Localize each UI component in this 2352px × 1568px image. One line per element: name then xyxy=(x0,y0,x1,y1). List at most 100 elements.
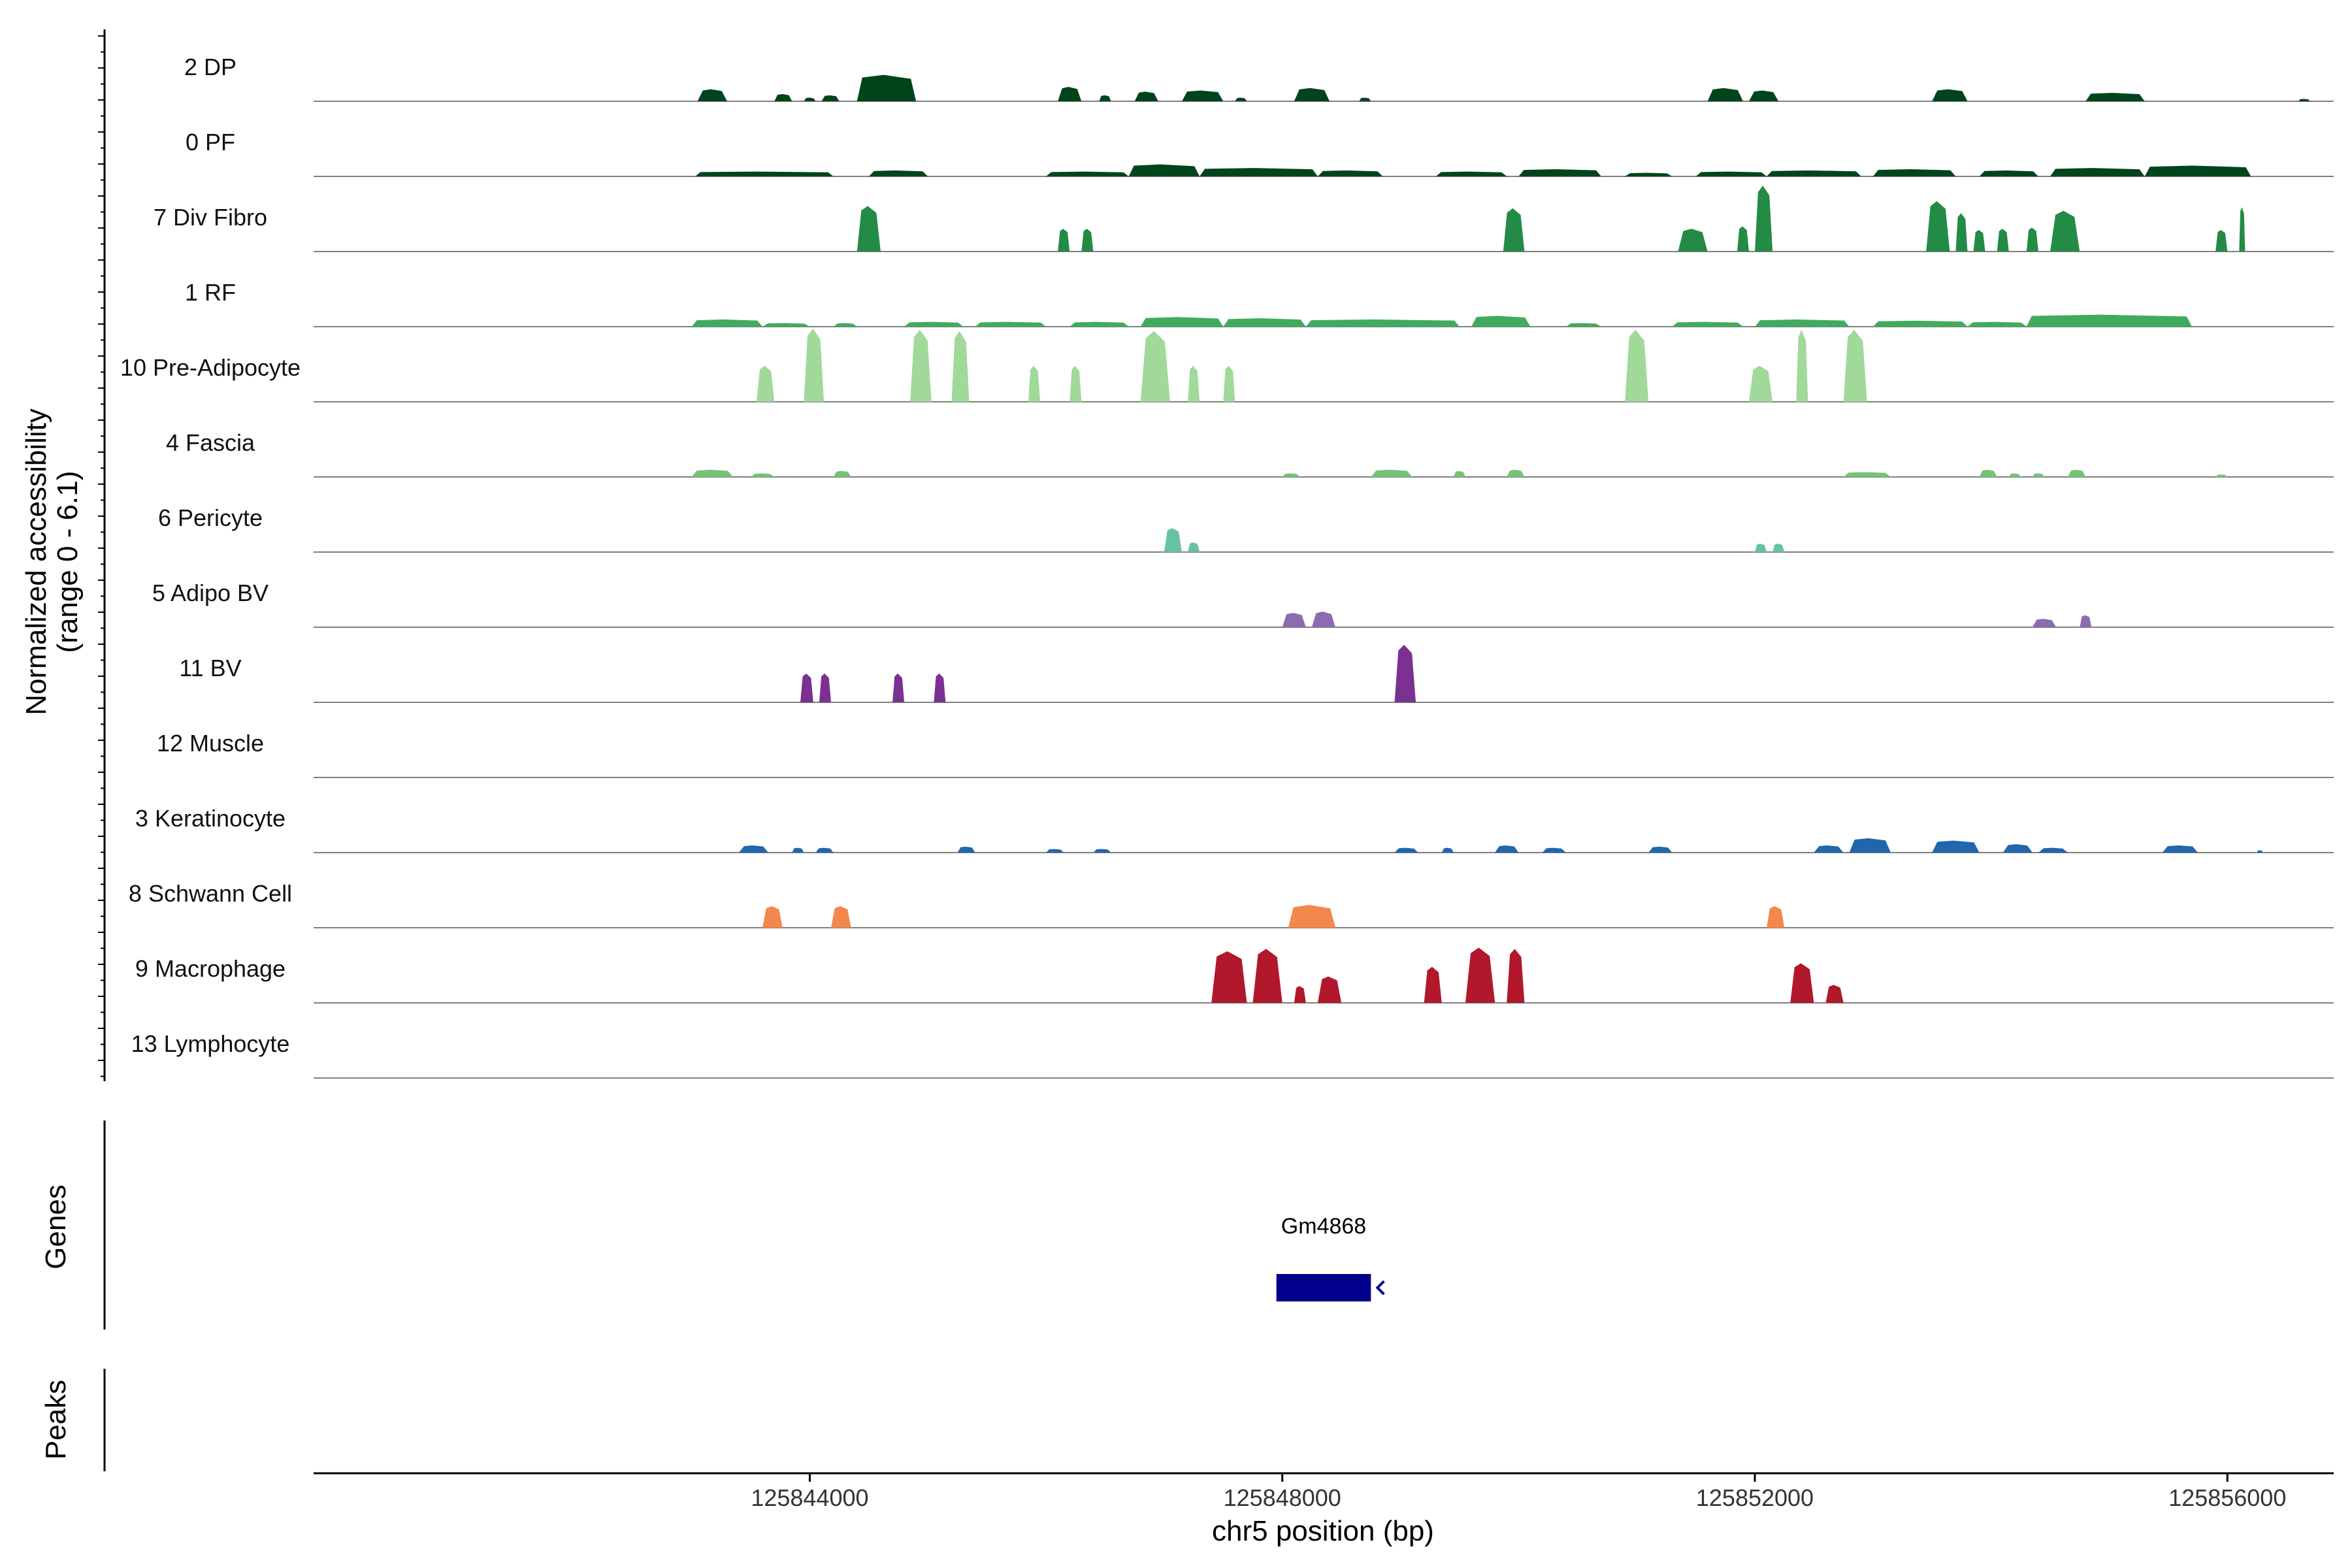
track-3: 1 RF xyxy=(185,279,2334,327)
coverage-peak xyxy=(2050,210,2080,252)
coverage-peak xyxy=(1164,528,1183,552)
coverage-peak xyxy=(1081,229,1094,252)
coverage-peak xyxy=(1282,612,1306,627)
coverage-peak xyxy=(1926,201,1950,252)
coverage-peak xyxy=(1825,985,1844,1003)
coverage-peak xyxy=(1046,171,1129,176)
coverage-peak xyxy=(2038,847,2068,853)
coverage-peak xyxy=(1495,845,1519,853)
coverage-peak xyxy=(697,89,727,101)
coverage-peak xyxy=(910,329,932,402)
coverage-peak xyxy=(819,673,831,702)
coverage-peak xyxy=(1542,847,1566,853)
coverage-peak xyxy=(757,365,775,402)
track-label: 10 Pre-Adipocyte xyxy=(120,354,301,381)
coverage-peak xyxy=(2080,615,2092,627)
coverage-peak xyxy=(691,469,733,477)
coverage-peak xyxy=(904,321,964,327)
gene-body xyxy=(1276,1274,1371,1301)
track-7: 5 Adipo BV xyxy=(152,580,2334,628)
y-axis-title-line2: (range 0 - 6.1) xyxy=(52,471,84,653)
coverage-peak xyxy=(1058,229,1070,252)
coverage-peak xyxy=(1507,469,1525,477)
y-axis xyxy=(98,29,106,1081)
coverage-peak xyxy=(1507,949,1525,1003)
coverage-peak xyxy=(2257,850,2263,853)
coverage-peak xyxy=(1453,470,1465,477)
coverage-peak xyxy=(804,97,816,101)
track-12: 9 Macrophage xyxy=(135,947,2334,1004)
track-label: 8 Schwann Cell xyxy=(129,880,292,907)
coverage-peak xyxy=(821,95,840,101)
coverage-peak xyxy=(1058,86,1082,101)
track-label: 11 BV xyxy=(179,655,241,681)
coverage-peak xyxy=(857,74,917,101)
coverage-peak xyxy=(1182,90,1224,101)
coverage-peak xyxy=(1046,849,1064,853)
coverage-peak xyxy=(892,673,905,702)
coverage-peak xyxy=(804,329,825,402)
coverage-peak xyxy=(1707,88,1743,101)
coverage-peak xyxy=(1737,226,1749,252)
coverage-peak xyxy=(2032,473,2044,477)
track-label: 1 RF xyxy=(185,279,236,306)
coverage-peak xyxy=(1200,168,1318,176)
coverage-peak xyxy=(830,906,851,928)
coverage-peak xyxy=(2002,844,2033,853)
coverage-peak xyxy=(833,470,851,477)
coverage-peak xyxy=(1754,544,1767,552)
coverage-peak xyxy=(1973,229,1985,252)
coverage-peak xyxy=(1317,976,1342,1003)
coverage-peak xyxy=(2298,99,2310,101)
track-label: 6 Pericyte xyxy=(158,504,263,531)
coverage-peak xyxy=(1872,169,1956,176)
coverage-peak xyxy=(951,331,970,402)
coverage-peak xyxy=(1625,172,1673,176)
coverage-peak xyxy=(1849,838,1891,853)
track-2: 7 Div Fibro xyxy=(154,186,2334,252)
coverage-peak xyxy=(774,93,792,101)
x-tick-label: 125844000 xyxy=(751,1484,868,1511)
coverage-peak xyxy=(1188,542,1200,552)
coverage-peak xyxy=(695,171,834,176)
track-label: 0 PF xyxy=(186,129,235,155)
coverage-peak xyxy=(1235,97,1247,101)
track-label: 2 DP xyxy=(184,54,237,80)
coverage-peak xyxy=(1518,169,1601,176)
track-10: 3 Keratinocyte xyxy=(135,805,2334,853)
coverage-peak xyxy=(2215,229,2228,252)
x-tick-label: 125856000 xyxy=(2168,1484,2286,1511)
coverage-peak xyxy=(1979,170,2038,176)
coverage-peak xyxy=(975,321,1047,327)
coverage-peak xyxy=(1565,323,1601,327)
coverage-peak xyxy=(792,847,804,853)
coverage-peak xyxy=(1796,329,1808,402)
track-label: 9 Macrophage xyxy=(135,955,286,982)
coverage-peak xyxy=(1294,88,1330,101)
coverage-peak xyxy=(762,323,810,327)
coverage-peak xyxy=(1748,90,1779,101)
coverage-peak xyxy=(833,323,857,327)
coverage-peak xyxy=(1648,846,1673,853)
track-8: 11 BV xyxy=(179,644,2334,703)
coverage-peak xyxy=(1282,473,1300,477)
coverage-peak xyxy=(1223,365,1235,402)
coverage-peak xyxy=(762,906,783,928)
track-label: 3 Keratinocyte xyxy=(135,805,286,832)
coverage-peak xyxy=(1317,170,1383,176)
coverage-peak xyxy=(1099,95,1111,101)
genes-panel-label: Genes xyxy=(40,1184,72,1269)
coverage-peak xyxy=(857,206,881,252)
coverage-peak xyxy=(2026,227,2038,252)
coverage-peak xyxy=(1754,319,1850,327)
coverage-peak xyxy=(1252,949,1282,1003)
coverage-peak xyxy=(1814,845,1844,853)
y-axis-title-line1: Normalized accessibility xyxy=(20,408,52,715)
track-6: 6 Pericyte xyxy=(158,504,2334,553)
coverage-peak xyxy=(1695,171,1767,176)
coverage-peak xyxy=(1767,170,1861,176)
coverage-peak xyxy=(1772,544,1785,552)
coverage-peak xyxy=(2215,474,2228,477)
coverage-peak xyxy=(1288,905,1336,928)
gene-label: Gm4868 xyxy=(1281,1214,1366,1239)
